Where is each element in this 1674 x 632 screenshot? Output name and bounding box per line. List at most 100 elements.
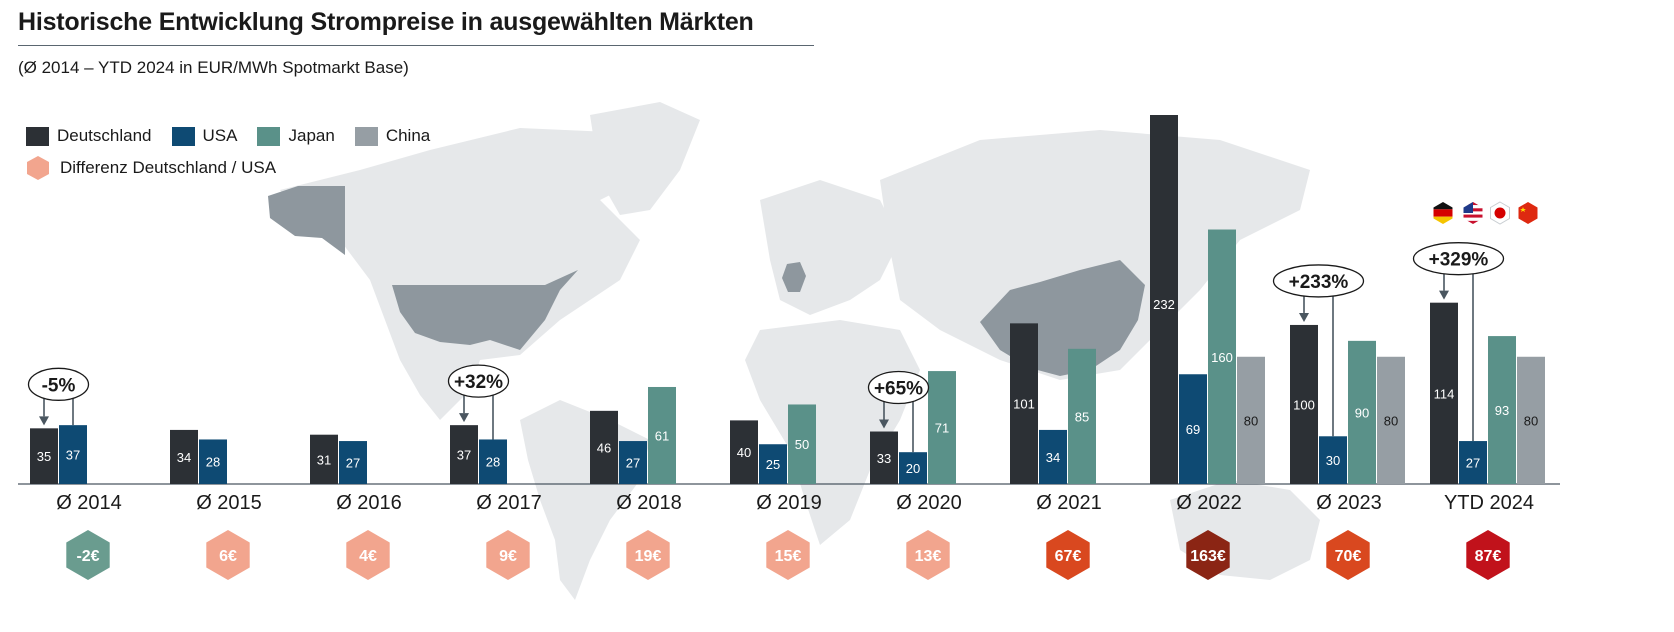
data-label-usa-2021: 34 xyxy=(1046,450,1060,465)
bar-deutschland-2020 xyxy=(870,431,898,484)
data-label-japan-2023: 90 xyxy=(1355,405,1369,420)
callout-arrow-2020 xyxy=(879,419,889,429)
difference-badge-2014 xyxy=(66,530,110,580)
legend-label-japan: Japan xyxy=(288,126,335,145)
data-label-deutschland-2014: 35 xyxy=(37,449,51,464)
data-label-usa-ytd-2024: 27 xyxy=(1466,456,1480,471)
callout-arrow-ytd-2024 xyxy=(1439,290,1449,300)
difference-badge-2022 xyxy=(1186,530,1230,580)
callout-arrow-2023 xyxy=(1299,312,1309,322)
data-label-japan-2022: 160 xyxy=(1211,350,1233,365)
legend-item-japan: Japan xyxy=(257,126,335,146)
bar-japan-2022 xyxy=(1208,229,1236,484)
category-label-2014: Ø 2014 xyxy=(56,492,122,514)
data-label-usa-2020: 20 xyxy=(906,461,920,476)
germany-flag-icon xyxy=(1433,202,1453,224)
bar-japan-ytd-2024 xyxy=(1488,336,1516,484)
legend-swatch-deutschland xyxy=(26,126,49,146)
legend-series-row: Deutschland USA Japan China xyxy=(26,120,450,152)
data-label-deutschland-2015: 34 xyxy=(177,450,191,465)
bar-usa-2021 xyxy=(1039,429,1067,484)
callout-bubble-2017 xyxy=(447,364,510,398)
data-label-deutschland-ytd-2024: 114 xyxy=(1434,386,1455,401)
bar-usa-2017 xyxy=(479,439,507,484)
difference-badge-2016 xyxy=(346,530,390,580)
bar-usa-2020 xyxy=(899,452,927,484)
data-label-china-2022: 80 xyxy=(1244,413,1258,428)
difference-label-2022: 163€ xyxy=(1190,548,1226,565)
legend-swatch-japan xyxy=(257,126,281,146)
callout-label-2017: +32% xyxy=(454,372,503,393)
map-greenland xyxy=(590,102,700,215)
bar-deutschland-2018 xyxy=(590,410,618,484)
legend-swatch-china xyxy=(354,126,378,146)
difference-label-2016: 4€ xyxy=(359,548,377,565)
bar-japan-2018 xyxy=(648,386,676,484)
legend-label-deutschland: Deutschland xyxy=(57,126,152,145)
difference-badges-layer: -2€ 6€ 4€ 9€ 19€ 15€ 13€ 67€ 163€ 70€ 87€ xyxy=(66,530,1510,580)
legend-item-usa: USA xyxy=(171,126,238,146)
callout-bubble-2020 xyxy=(867,370,930,405)
data-label-usa-2014: 37 xyxy=(66,448,80,463)
bar-china-2023 xyxy=(1377,356,1405,484)
percent-callouts-layer: -5% +32% +65% +233% +329% xyxy=(27,242,1505,453)
category-label-2017: Ø 2017 xyxy=(476,492,542,514)
bar-deutschland-ytd-2024 xyxy=(1430,302,1458,484)
difference-label-2020: 13€ xyxy=(915,548,942,565)
difference-label-2023: 70€ xyxy=(1335,548,1362,565)
data-label-deutschland-2016: 31 xyxy=(317,452,331,467)
data-label-usa-2019: 25 xyxy=(766,457,780,472)
data-label-japan-2020: 71 xyxy=(935,421,949,436)
bar-deutschland-2021 xyxy=(1010,323,1038,484)
bar-usa-2022 xyxy=(1179,374,1207,484)
callout-arrow-2017 xyxy=(459,413,469,423)
callout-label-2014: -5% xyxy=(42,375,76,396)
data-label-usa-2022: 69 xyxy=(1186,422,1200,437)
bar-usa-2016 xyxy=(339,441,367,484)
difference-badge-2020 xyxy=(906,530,950,580)
data-label-deutschland-2019: 40 xyxy=(737,445,751,460)
callout-label-ytd-2024: +329% xyxy=(1429,250,1489,271)
difference-badge-2015 xyxy=(206,530,250,580)
difference-label-2021: 67€ xyxy=(1055,548,1082,565)
category-label-2023: Ø 2023 xyxy=(1316,492,1382,514)
usa-flag-icon xyxy=(1463,202,1483,224)
map-germany xyxy=(782,262,806,292)
data-label-deutschland-2022: 232 xyxy=(1153,297,1175,312)
data-label-deutschland-2017: 37 xyxy=(457,448,471,463)
bar-deutschland-2016 xyxy=(310,434,338,484)
chart-subtitle: (Ø 2014 – YTD 2024 in EUR/MWh Spotmarkt … xyxy=(18,58,409,77)
category-label-2021: Ø 2021 xyxy=(1036,492,1102,514)
bar-usa-ytd-2024 xyxy=(1459,441,1487,484)
bar-china-2022 xyxy=(1237,356,1265,484)
bar-deutschland-2015 xyxy=(170,429,198,484)
legend-item-differenz: Differenz Deutschland / USA xyxy=(26,155,276,181)
data-label-japan-ytd-2024: 93 xyxy=(1495,403,1509,418)
bar-japan-2020 xyxy=(928,371,956,484)
difference-badge-2023 xyxy=(1326,530,1370,580)
data-label-deutschland-2021: 101 xyxy=(1013,397,1035,412)
bar-usa-2014 xyxy=(59,425,87,484)
map-usa xyxy=(392,270,578,350)
bar-deutschland-2019 xyxy=(730,420,758,484)
map-north-america xyxy=(280,128,660,420)
data-label-china-ytd-2024: 80 xyxy=(1524,413,1538,428)
difference-badge-2018 xyxy=(626,530,670,580)
japan-flag-icon xyxy=(1490,201,1510,225)
map-europe xyxy=(760,180,900,315)
callout-label-2020: +65% xyxy=(874,379,923,400)
bars-layer xyxy=(30,115,1545,484)
legend-swatch-usa xyxy=(171,126,195,146)
legend-item-china: China xyxy=(354,126,430,146)
difference-badge-ytd-2024 xyxy=(1466,530,1510,580)
data-label-japan-2019: 50 xyxy=(795,437,809,452)
data-label-japan-2021: 85 xyxy=(1075,409,1089,424)
hexagon-icon xyxy=(27,156,49,180)
difference-label-ytd-2024: 87€ xyxy=(1475,548,1502,565)
difference-badge-2019 xyxy=(766,530,810,580)
legend: Deutschland USA Japan China Differenz De… xyxy=(26,120,450,184)
callout-bubble-ytd-2024 xyxy=(1412,242,1505,276)
legend-label-usa: USA xyxy=(202,126,238,145)
callout-bubble-2014 xyxy=(27,367,90,401)
china-flag-icon xyxy=(1518,202,1538,224)
